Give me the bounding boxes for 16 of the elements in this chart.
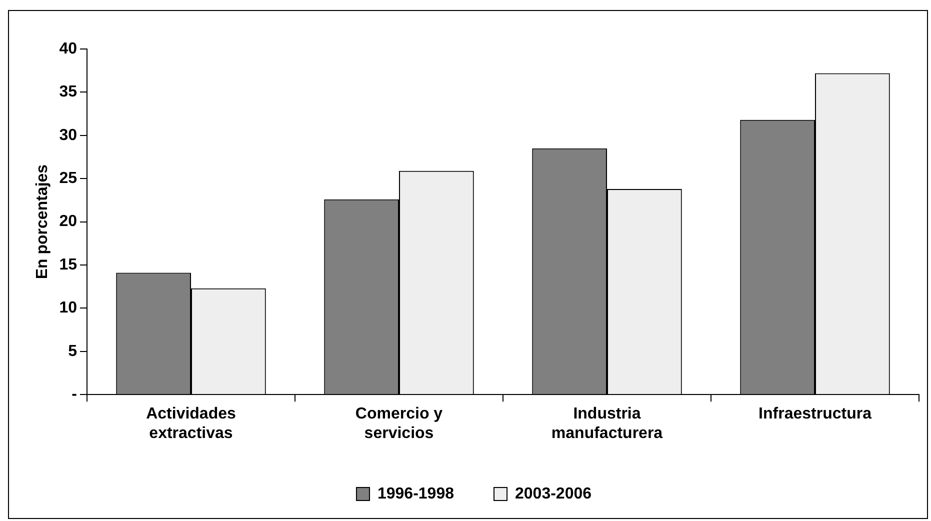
- x-tick-label: Actividades extractivas: [146, 406, 236, 442]
- x-tick-label: Industria manufacturera: [551, 406, 663, 442]
- y-tick-label: 10: [59, 300, 78, 317]
- x-tick-label: Infraestructura: [758, 406, 872, 423]
- y-tick-label: 30: [59, 126, 78, 144]
- y-tick-label: -: [72, 386, 77, 404]
- y-tick-label: 25: [59, 170, 78, 188]
- y-tick-label: 20: [59, 213, 78, 230]
- y-axis-title: En porcentajes: [34, 164, 52, 280]
- legend-label: 1996-1998: [377, 485, 454, 502]
- y-tick-label: 35: [59, 84, 78, 101]
- y-tick-label: 15: [59, 256, 78, 274]
- legend-label: 2003-2006: [515, 485, 592, 502]
- y-tick-label: 5: [68, 342, 78, 360]
- x-tick-label: Comercio y servicios: [355, 406, 443, 442]
- y-tick-label: 40: [59, 40, 78, 58]
